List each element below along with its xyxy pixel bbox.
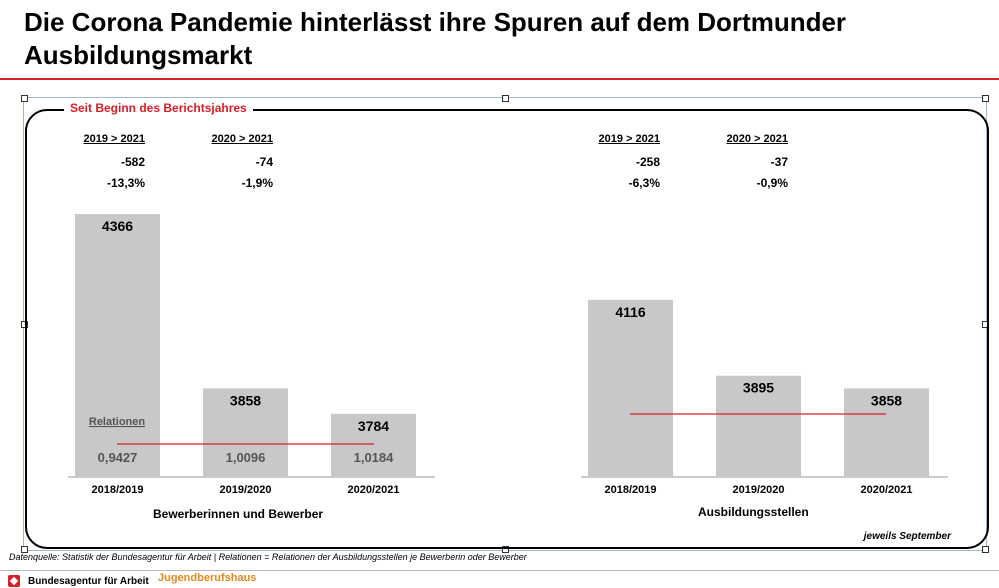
category-tick-label: 2019/2020 [220,484,272,496]
bar-value-label: 3895 [743,380,774,396]
resize-handle-tm[interactable] [502,95,509,102]
delta-pct-left-2: -1,9% [241,176,273,190]
delta-pct-left-1: -13,3% [106,176,145,190]
resize-handle-bm[interactable] [502,546,509,553]
bar [588,299,673,477]
resize-handle-br[interactable] [982,546,989,553]
delta-abs-right-1: -258 [635,155,660,169]
category-tick-label: 2018/2019 [605,484,657,496]
panel-label: Seit Beginn des Berichtsjahres [64,101,253,115]
resize-handle-bl[interactable] [21,546,28,553]
page-title: Die Corona Pandemie hinterlässt ihre Spu… [24,7,847,70]
bar-value-label: 4116 [615,304,646,320]
bar-value-label: 3784 [358,418,389,434]
bar-value-label: 3858 [871,392,902,408]
category-tick-label: 2020/2021 [348,484,400,496]
group-label-right: Ausbildungsstellen [698,505,809,519]
group-label-left: Bewerberinnen und Bewerber [153,507,324,521]
chart-panel [25,109,989,549]
bar [716,375,801,477]
bar [844,388,929,477]
bar [75,214,160,477]
title-divider [0,78,999,80]
delta-abs-left-1: -582 [120,155,145,169]
delta-header-right-1: 2019 > 2021 [598,133,660,145]
resize-handle-tr[interactable] [982,95,989,102]
resize-handle-ml[interactable] [21,321,28,328]
ba-logo-icon [8,575,20,587]
delta-pct-right-1: -6,3% [628,176,660,190]
relations-label: Relationen [89,416,146,428]
logo-jugendberufshaus: Jugendberufshaus [158,572,257,584]
relation-value: 0,9427 [98,450,138,465]
footer-divider [0,570,999,571]
data-source: Datenquelle: Statistik der Bundesagentur… [9,552,527,562]
category-tick-label: 2019/2020 [733,484,785,496]
footnote: jeweils September [863,531,951,542]
delta-header-right-2: 2020 > 2021 [726,133,788,145]
category-tick-label: 2018/2019 [92,484,144,496]
resize-handle-tl[interactable] [21,95,28,102]
category-tick-label: 2020/2021 [861,484,913,496]
bar [331,413,416,477]
delta-header-left-1: 2019 > 2021 [83,133,145,145]
bar-value-label: 4366 [102,218,133,234]
relation-value: 1,0096 [226,450,266,465]
bar [203,388,288,477]
delta-abs-left-2: -74 [255,155,273,169]
delta-pct-right-2: -0,9% [756,176,788,190]
delta-header-left-2: 2020 > 2021 [211,133,273,145]
bar-value-label: 3858 [230,392,261,408]
relation-value: 1,0184 [354,450,395,465]
delta-abs-right-2: -37 [770,155,788,169]
logo-ba: Bundesagentur für Arbeit [28,576,149,587]
